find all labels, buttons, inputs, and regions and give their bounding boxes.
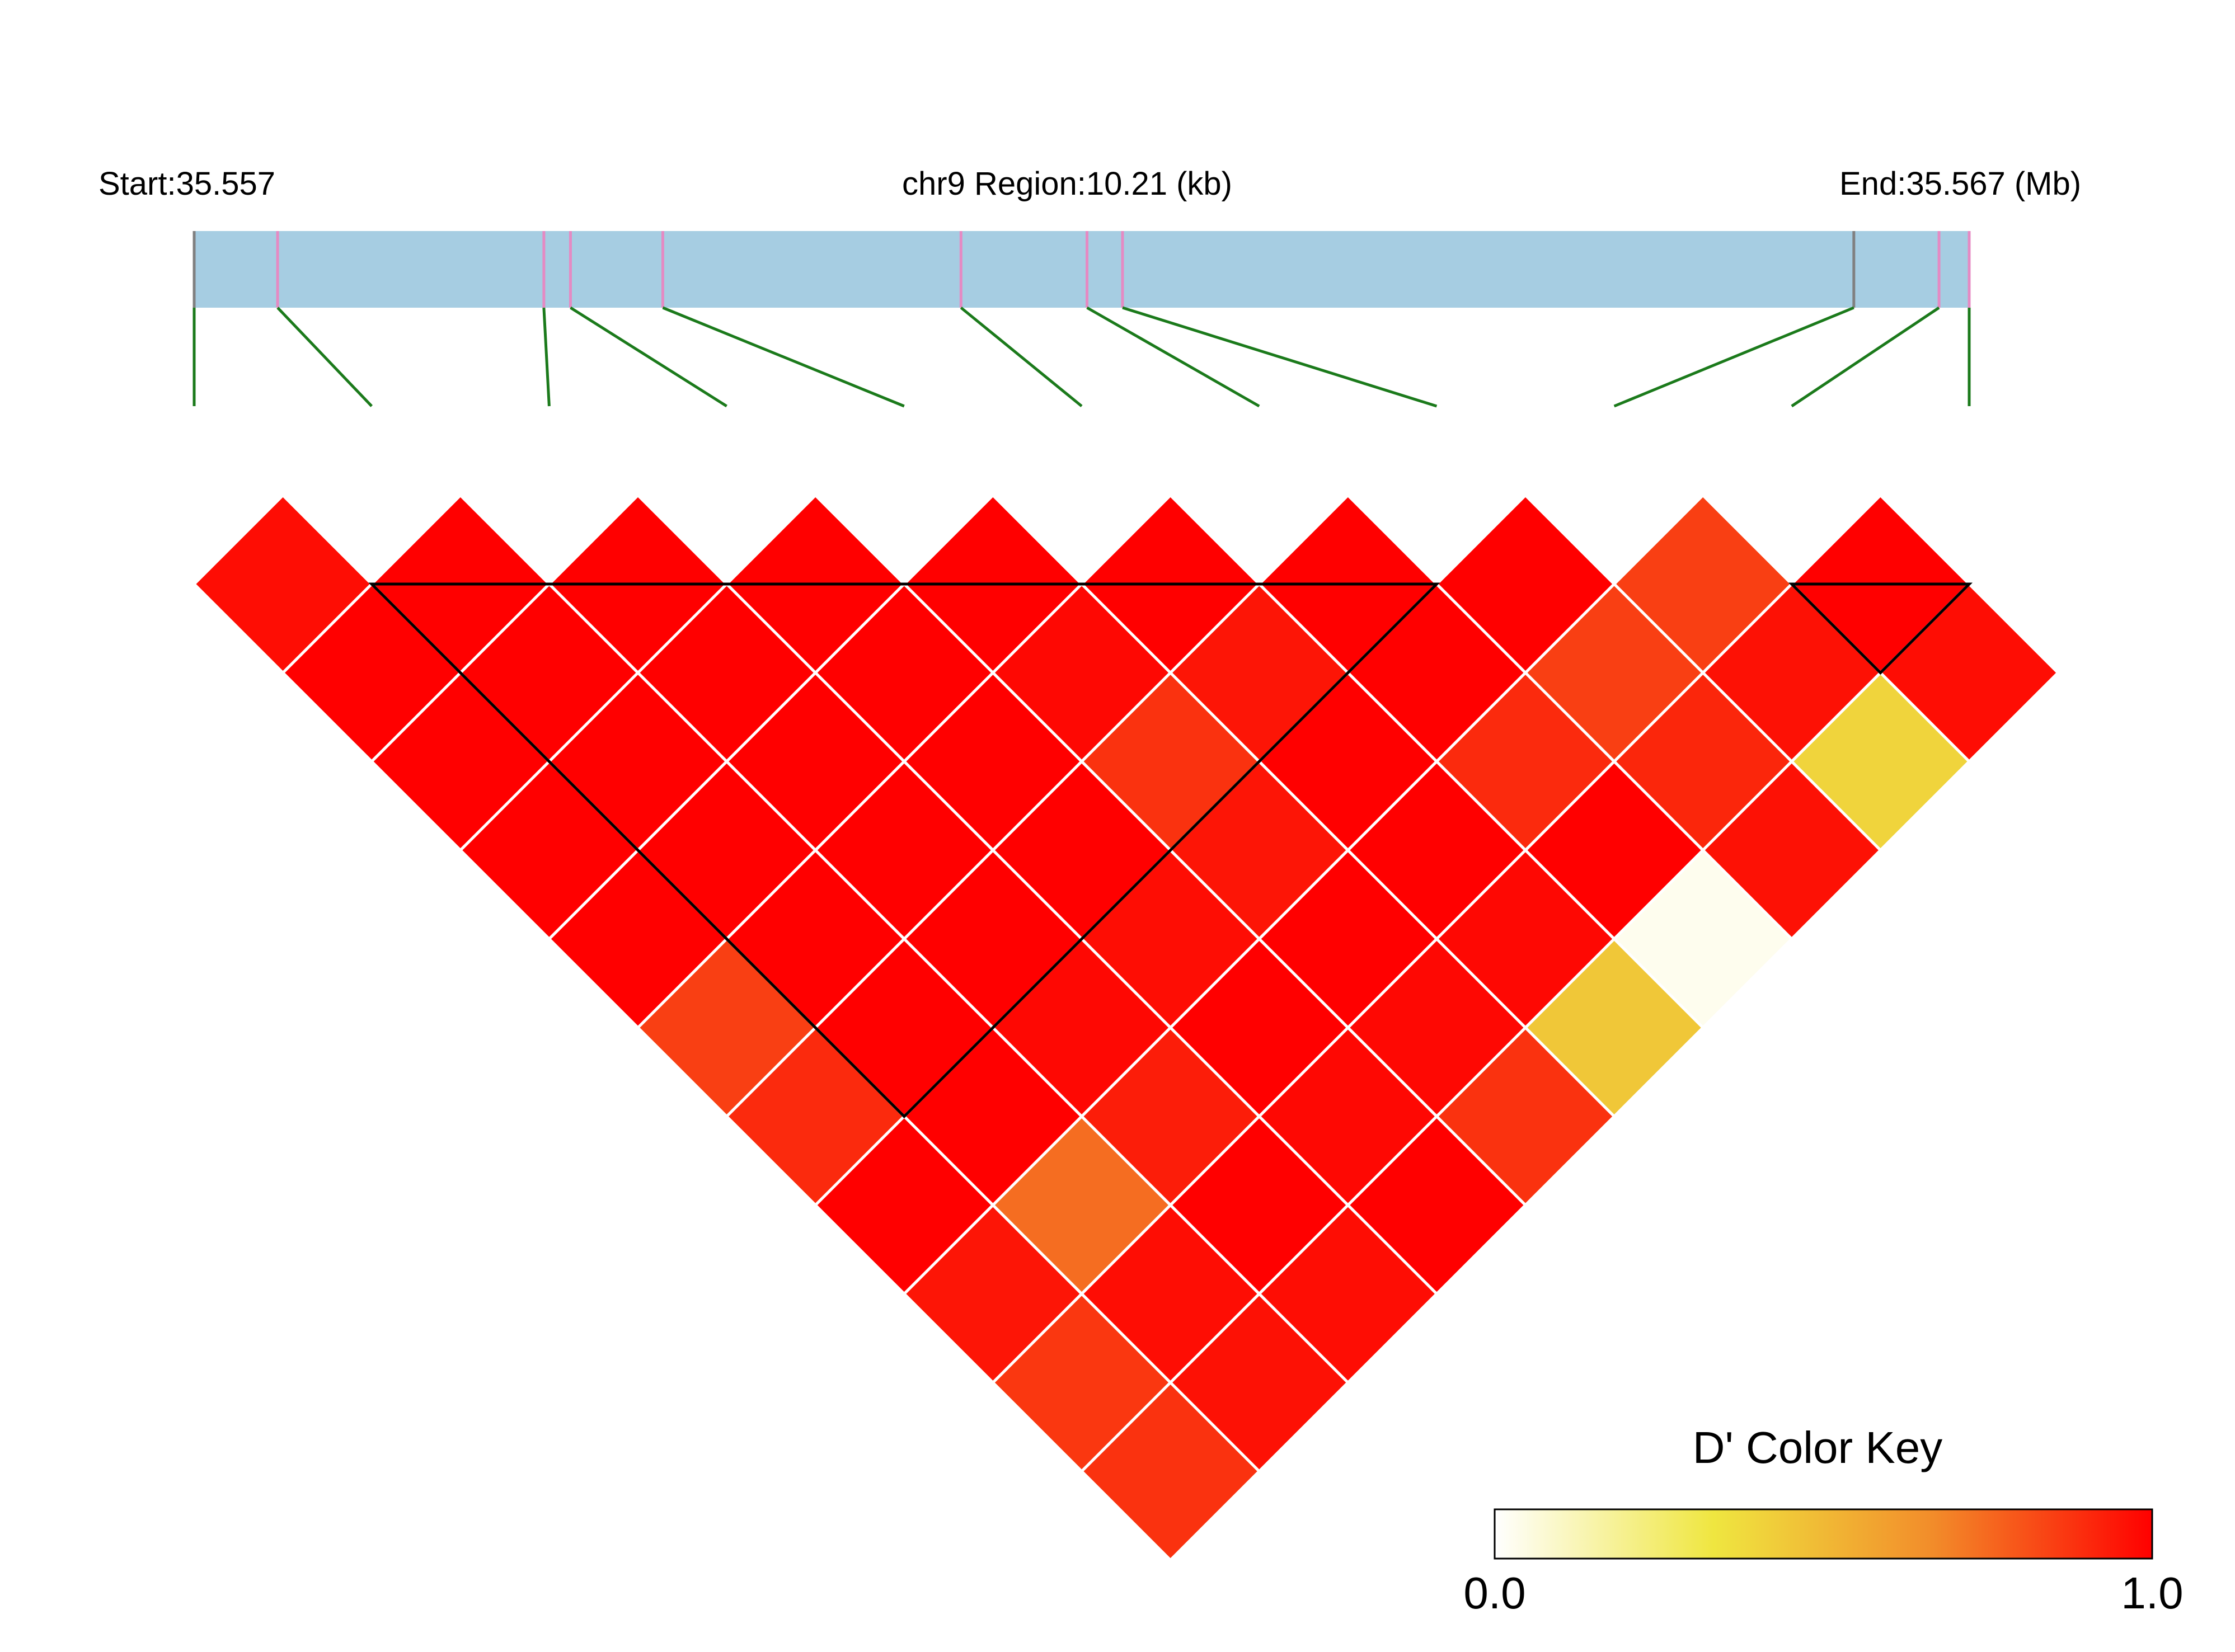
color-key-title: D' Color Key: [1693, 1423, 1943, 1472]
color-key-max-label: 1.0: [2121, 1568, 2183, 1618]
end-label: End:35.567 (Mb): [1839, 166, 2081, 202]
haplotype-block-1: [368, 582, 1440, 1119]
haplotype-blocks: [368, 582, 1973, 1119]
ld-cells: [192, 493, 2060, 1562]
snp-connector-5: [662, 306, 905, 408]
snp-markers: [192, 231, 1971, 308]
snp-connector-7: [1086, 306, 1260, 408]
snp-connector-4: [570, 306, 727, 408]
snp-connector-10: [1791, 306, 1940, 408]
region-label: chr9 Region:10.21 (kb): [902, 166, 1232, 202]
snp-connector-8: [1122, 306, 1438, 408]
color-key-bar: [1494, 1508, 2153, 1560]
haplotype-block-2: [1788, 582, 1973, 675]
snp-connector-9: [1613, 306, 1854, 408]
snp-connector-3: [542, 307, 551, 407]
start-label: Start:35.557: [98, 166, 275, 202]
snp-connector-2: [276, 307, 373, 407]
snp-connectors: [192, 306, 1971, 408]
color-key-min-label: 0.0: [1463, 1568, 1525, 1618]
snp-connector-6: [960, 307, 1083, 407]
ld-cell-1-12: [1079, 1380, 1261, 1562]
chromosome-track: [194, 231, 1969, 308]
